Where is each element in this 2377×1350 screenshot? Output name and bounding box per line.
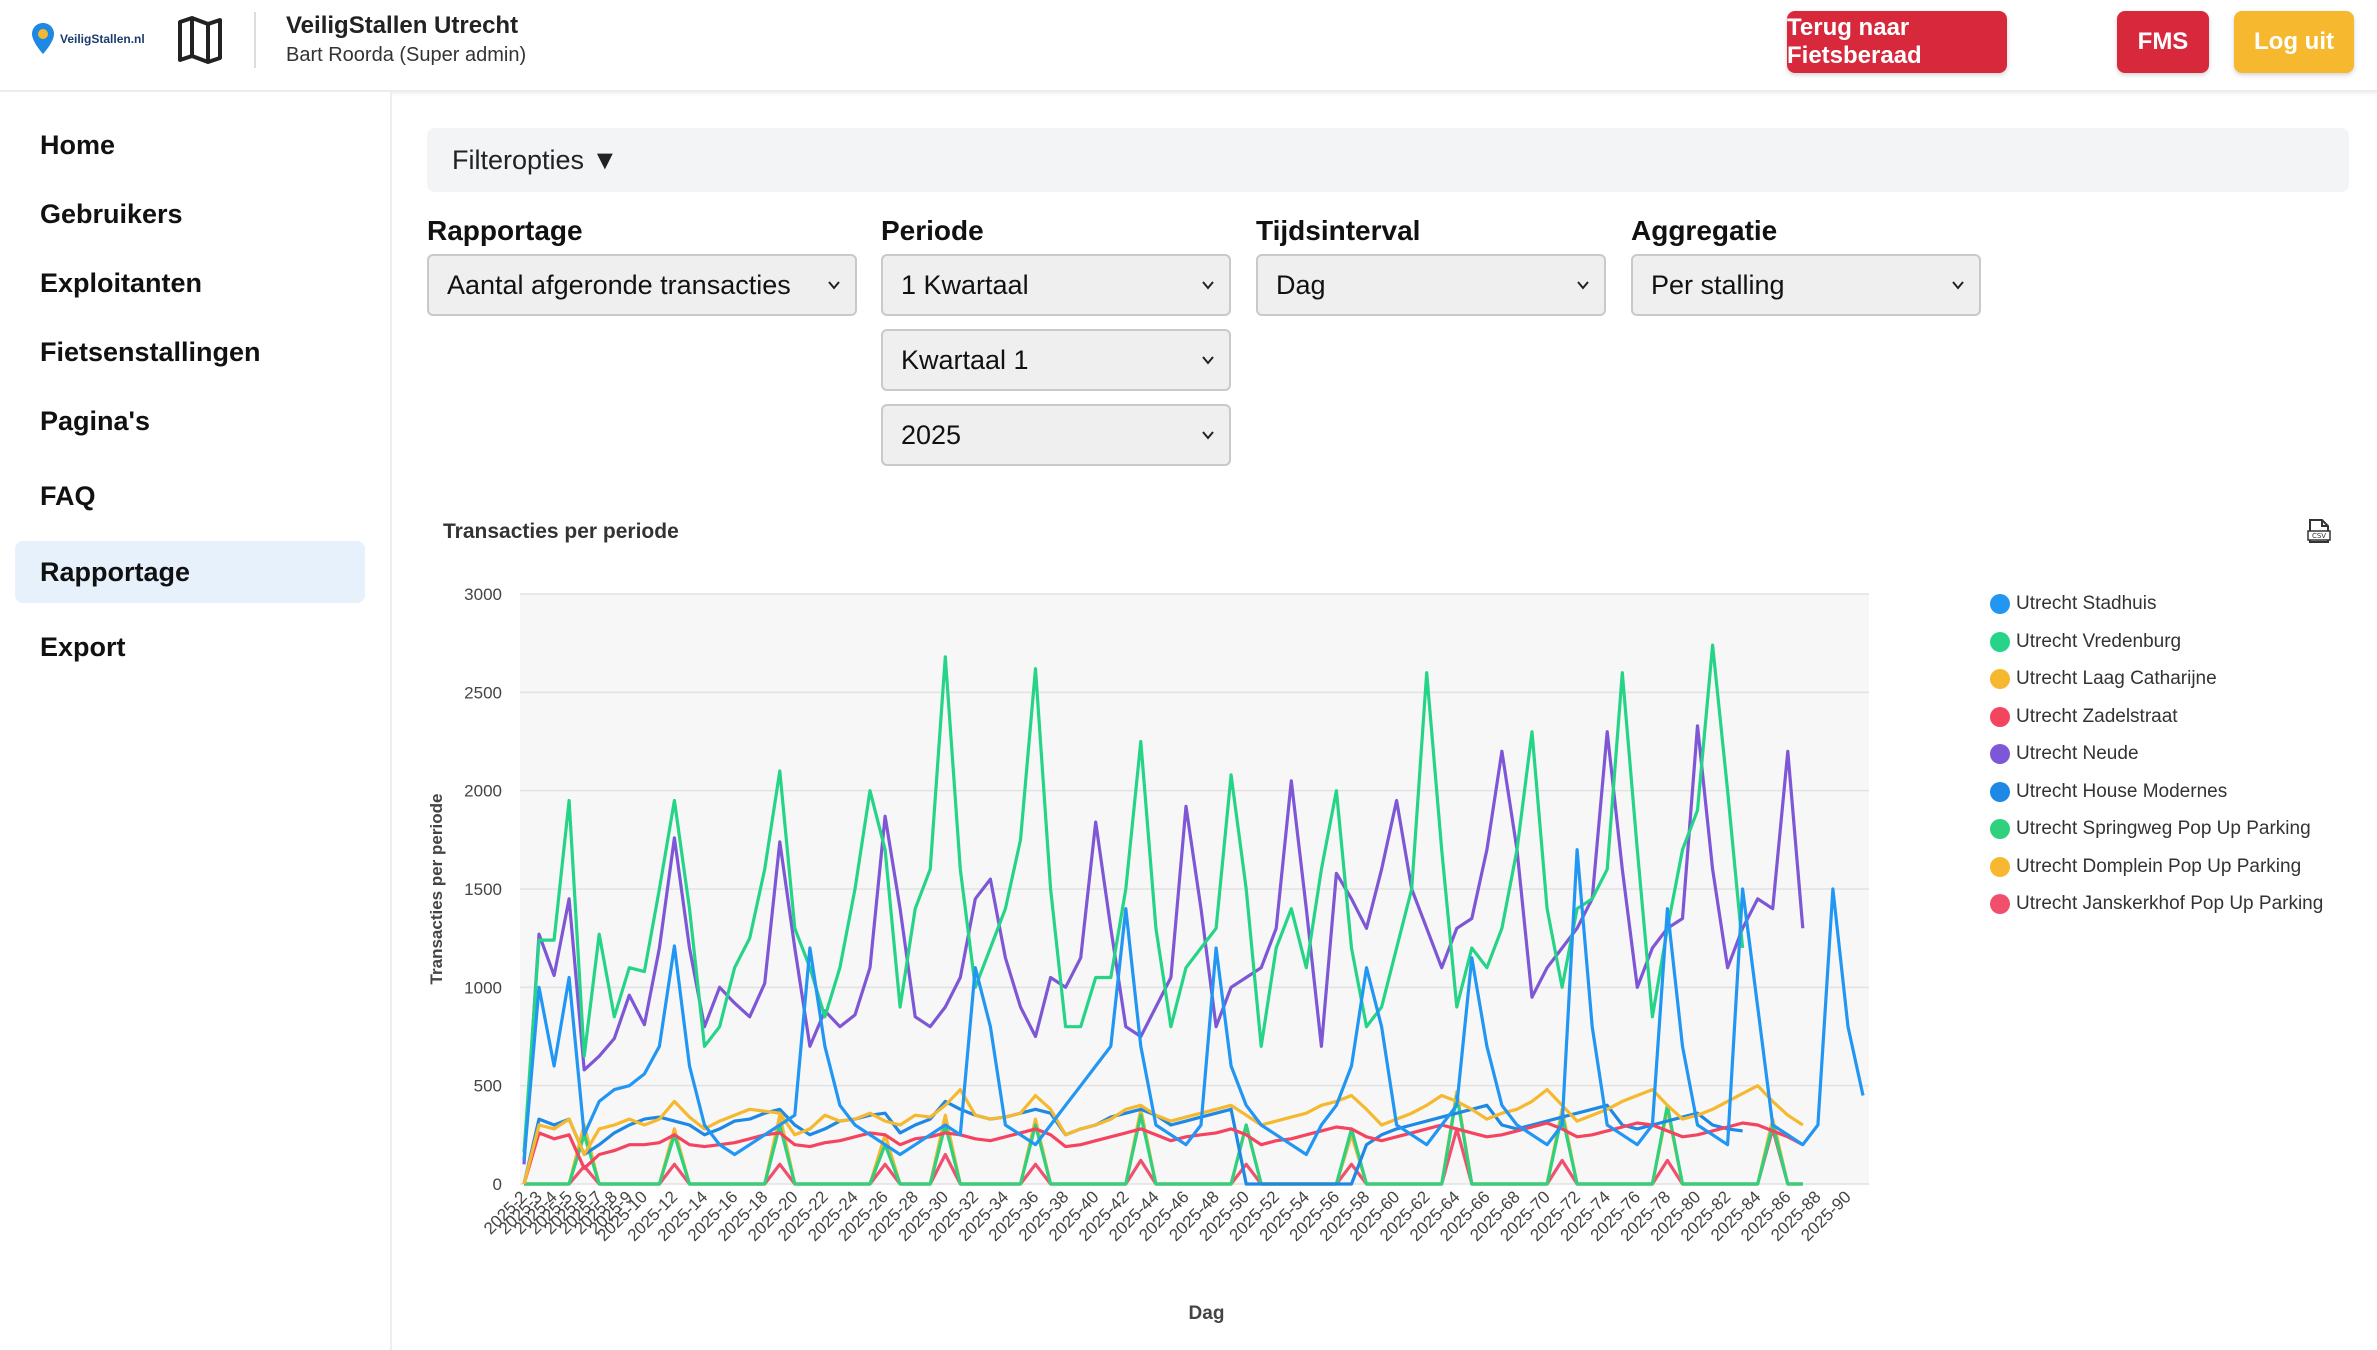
series-line — [522, 1084, 1804, 1185]
legend-label: Utrecht Domplein Pop Up Parking — [2016, 855, 2302, 877]
legend-dot-icon — [1990, 894, 2010, 914]
legend-item[interactable]: Utrecht Stadhuis — [1990, 590, 2156, 618]
y-axis-title: Transacties per periode — [427, 794, 446, 985]
legend-label: Utrecht Janskerkhof Pop Up Parking — [2016, 893, 2324, 914]
logo-text: VeiligStallen.nl — [60, 32, 145, 46]
chevron-down-icon — [1202, 356, 1214, 365]
tijdsinterval-select[interactable]: Dag — [1256, 254, 1606, 316]
sidebar-item-home[interactable]: Home — [40, 129, 116, 160]
year-select[interactable]: 2025 — [881, 404, 1231, 466]
sidebar-item-exploitanten[interactable]: Exploitanten — [40, 267, 203, 298]
aggregatie-label: Aggregatie — [1631, 215, 1778, 246]
legend-dot-icon — [1990, 669, 2010, 689]
legend-item[interactable]: Utrecht House Modernes — [1990, 778, 2227, 806]
legend-dot-icon — [1990, 856, 2010, 877]
legend-item[interactable]: Utrecht Vredenburg — [1990, 628, 2181, 656]
year-value: 2025 — [901, 419, 962, 450]
sidebar-item-export[interactable]: Export — [40, 631, 126, 662]
series-line — [522, 724, 1805, 1165]
rapportage-select[interactable]: Aantal afgeronde transacties — [427, 254, 857, 316]
chart-title: Transacties per periode — [443, 520, 679, 543]
chevron-down-icon — [1577, 281, 1589, 290]
top-bar: VeiligStallen.nl VeiligStallen Utrecht B… — [0, 0, 2377, 92]
chevron-down-icon — [1952, 281, 1964, 290]
legend-dot-icon — [1990, 706, 2010, 727]
chevron-down-icon — [1202, 431, 1214, 440]
legend-dot-icon — [1990, 744, 2010, 764]
sidebar-item-gebruikers[interactable]: Gebruikers — [40, 198, 183, 229]
legend-item[interactable]: Utrecht Neude — [1990, 740, 2139, 768]
y-tick-label: 1000 — [464, 978, 502, 997]
tijdsinterval-value: Dag — [1276, 269, 1326, 300]
legend-dot-icon — [1990, 594, 2010, 614]
location-pin-icon — [32, 23, 54, 54]
aggregatie-value: Per stalling — [1651, 269, 1785, 300]
y-tick-label: 1500 — [464, 880, 502, 899]
legend-label: Utrecht Neude — [2016, 743, 2139, 764]
x-axis-title: Dag — [1189, 1303, 1225, 1324]
legend-label: Utrecht Laag Catharijne — [2016, 668, 2217, 689]
series-line — [522, 1121, 1804, 1185]
tijdsinterval-label: Tijdsinterval — [1256, 215, 1421, 246]
transactions-line-chart: 0 500 1000 1500 2000 2500 3000 Transacties per … — [427, 585, 1869, 1324]
series-line — [522, 643, 1745, 1153]
legend-label: Utrecht Stadhuis — [2016, 593, 2157, 614]
rapportage-label: Rapportage — [427, 215, 583, 246]
legend-dot-icon — [1990, 781, 2010, 802]
legend-item[interactable]: Utrecht Laag Catharijne — [1990, 665, 2217, 693]
sidebar: Home Gebruikers Exploitanten Fietsenstal… — [0, 92, 392, 1350]
legend-dot-icon — [1990, 819, 2010, 839]
fms-button[interactable]: FMS — [2117, 11, 2209, 73]
legend-item[interactable]: Utrecht Janskerkhof Pop Up Parking — [1990, 890, 2323, 918]
chevron-down-icon — [828, 281, 840, 290]
periode-select[interactable]: 1 Kwartaal — [881, 254, 1231, 316]
series-line — [524, 1093, 1803, 1186]
legend-label: Utrecht Vredenburg — [2016, 630, 2182, 652]
fietsberaad-button[interactable]: Terug naar Fietsberaad — [1787, 11, 2007, 73]
y-tick-label: 2500 — [464, 683, 502, 702]
aggregatie-select[interactable]: Per stalling — [1631, 254, 1981, 316]
legend-item[interactable]: Utrecht Zadelstraat — [1990, 703, 2178, 731]
y-tick-label: 2000 — [464, 782, 502, 801]
series-line — [522, 848, 1865, 1161]
chevron-down-icon — [1202, 281, 1214, 290]
y-tick-label: 3000 — [464, 585, 502, 604]
y-tick-label: 500 — [474, 1077, 502, 1096]
legend-label: Utrecht Springweg Pop Up Parking — [2016, 818, 2311, 839]
logout-button[interactable]: Log uit — [2234, 11, 2354, 73]
veiligstallen-logo[interactable]: VeiligStallen.nl — [30, 22, 145, 56]
legend-label: Utrecht Zadelstraat — [2016, 705, 2178, 727]
header-divider — [254, 12, 256, 68]
legend-label: Utrecht House Modernes — [2016, 780, 2228, 802]
user-role: Bart Roorda (Super admin) — [286, 44, 527, 66]
sidebar-item-fietsenstallingen[interactable]: Fietsenstallingen — [40, 336, 261, 367]
legend-item[interactable]: Utrecht Springweg Pop Up Parking — [1990, 815, 2311, 843]
quarter-value: Kwartaal 1 — [901, 344, 1029, 375]
legend-dot-icon — [1990, 631, 2010, 652]
periode-label: Periode — [881, 215, 984, 246]
periode-value: 1 Kwartaal — [901, 269, 1029, 300]
filter-options-toggle[interactable]: Filteropties ▼ — [427, 128, 2349, 192]
csv-download-icon[interactable]: CSV — [2306, 518, 2332, 546]
map-icon[interactable] — [176, 14, 224, 66]
svg-text:CSV: CSV — [2312, 532, 2326, 540]
rapportage-value: Aantal afgeronde transacties — [447, 269, 791, 300]
quarter-select[interactable]: Kwartaal 1 — [881, 329, 1231, 391]
series-line — [522, 1099, 1743, 1186]
site-title: VeiligStallen Utrecht — [286, 12, 519, 39]
legend-item[interactable]: Utrecht Domplein Pop Up Parking — [1990, 853, 2301, 881]
sidebar-item-rapportage[interactable]: Rapportage — [15, 541, 365, 603]
sidebar-item-paginas[interactable]: Pagina's — [40, 405, 150, 436]
sidebar-item-faq[interactable]: FAQ — [40, 480, 96, 511]
y-tick-label: 0 — [493, 1175, 502, 1194]
